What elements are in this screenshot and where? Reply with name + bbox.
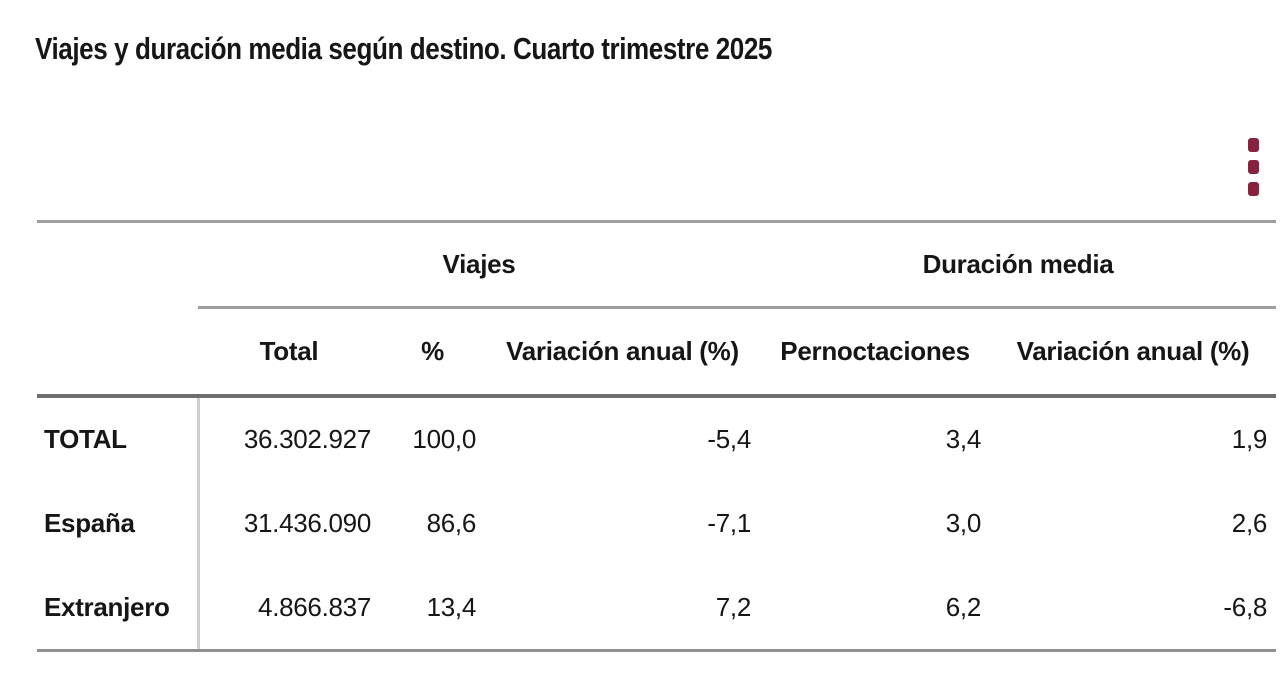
data-cell: 1,9 xyxy=(1231,423,1268,454)
table-header: Viajes Duración media Total % Variación … xyxy=(37,221,1277,398)
table-row-extranjero: Extranjero 4.866.837 13,4 7,2 6,2 -6,8 xyxy=(37,565,1277,652)
column-header-variacion-anual-duracion: Variación anual (%) xyxy=(990,307,1277,398)
group-header-viajes: Viajes xyxy=(198,221,761,309)
column-header-pernoctaciones: Pernoctaciones xyxy=(760,307,991,398)
empty-corner-cell xyxy=(37,222,198,308)
data-cell: 36.302.927 xyxy=(196,395,380,481)
group-header-row: Viajes Duración media xyxy=(37,221,1277,309)
column-header-row: Total % Variación anual (%) Pernoctacion… xyxy=(37,307,1277,398)
kebab-menu-icon xyxy=(1247,138,1259,152)
empty-corner-cell xyxy=(37,307,198,398)
data-cell: 2,6 xyxy=(1231,507,1268,538)
data-cell: 3,4 xyxy=(945,423,982,454)
column-header-pct: % xyxy=(380,307,485,398)
data-cell: 100,0 xyxy=(412,423,476,454)
data-cell: 3,0 xyxy=(945,507,982,538)
table-row-espana: España 31.436.090 86,6 -7,1 3,0 2,6 xyxy=(37,480,1276,566)
data-cell: 6,2 xyxy=(760,565,991,652)
data-cell: 31.436.090 xyxy=(196,480,380,566)
row-label: Extranjero xyxy=(37,565,198,652)
page-title: Viajes y duración media según destino. C… xyxy=(35,30,772,66)
data-cell: 86,6 xyxy=(426,507,477,538)
data-cell: -7,1 xyxy=(707,507,752,538)
table-row-total: TOTAL 36.302.927 100,0 -5,4 3,4 1,9 xyxy=(37,395,1276,481)
kebab-menu-icon xyxy=(1247,182,1259,196)
group-header-duracion-media: Duración media xyxy=(760,221,1277,309)
row-label: TOTAL xyxy=(44,423,127,454)
data-cell: 4.866.837 xyxy=(196,565,380,652)
statistics-table: Viajes Duración media Total % Variación … xyxy=(37,220,1277,652)
kebab-menu-icon xyxy=(1247,160,1259,174)
table-body: TOTAL 36.302.927 100,0 -5,4 3,4 1,9 Espa… xyxy=(37,395,1277,652)
data-cell: 13,4 xyxy=(380,565,485,652)
data-cell: -6,8 xyxy=(990,565,1277,652)
data-cell: 7,2 xyxy=(485,565,761,652)
row-label: España xyxy=(44,507,135,538)
data-cell: -5,4 xyxy=(707,423,752,454)
column-header-variacion-anual-viajes: Variación anual (%) xyxy=(485,307,761,398)
column-header-total: Total xyxy=(198,307,380,398)
options-menu-button[interactable] xyxy=(1246,138,1260,196)
